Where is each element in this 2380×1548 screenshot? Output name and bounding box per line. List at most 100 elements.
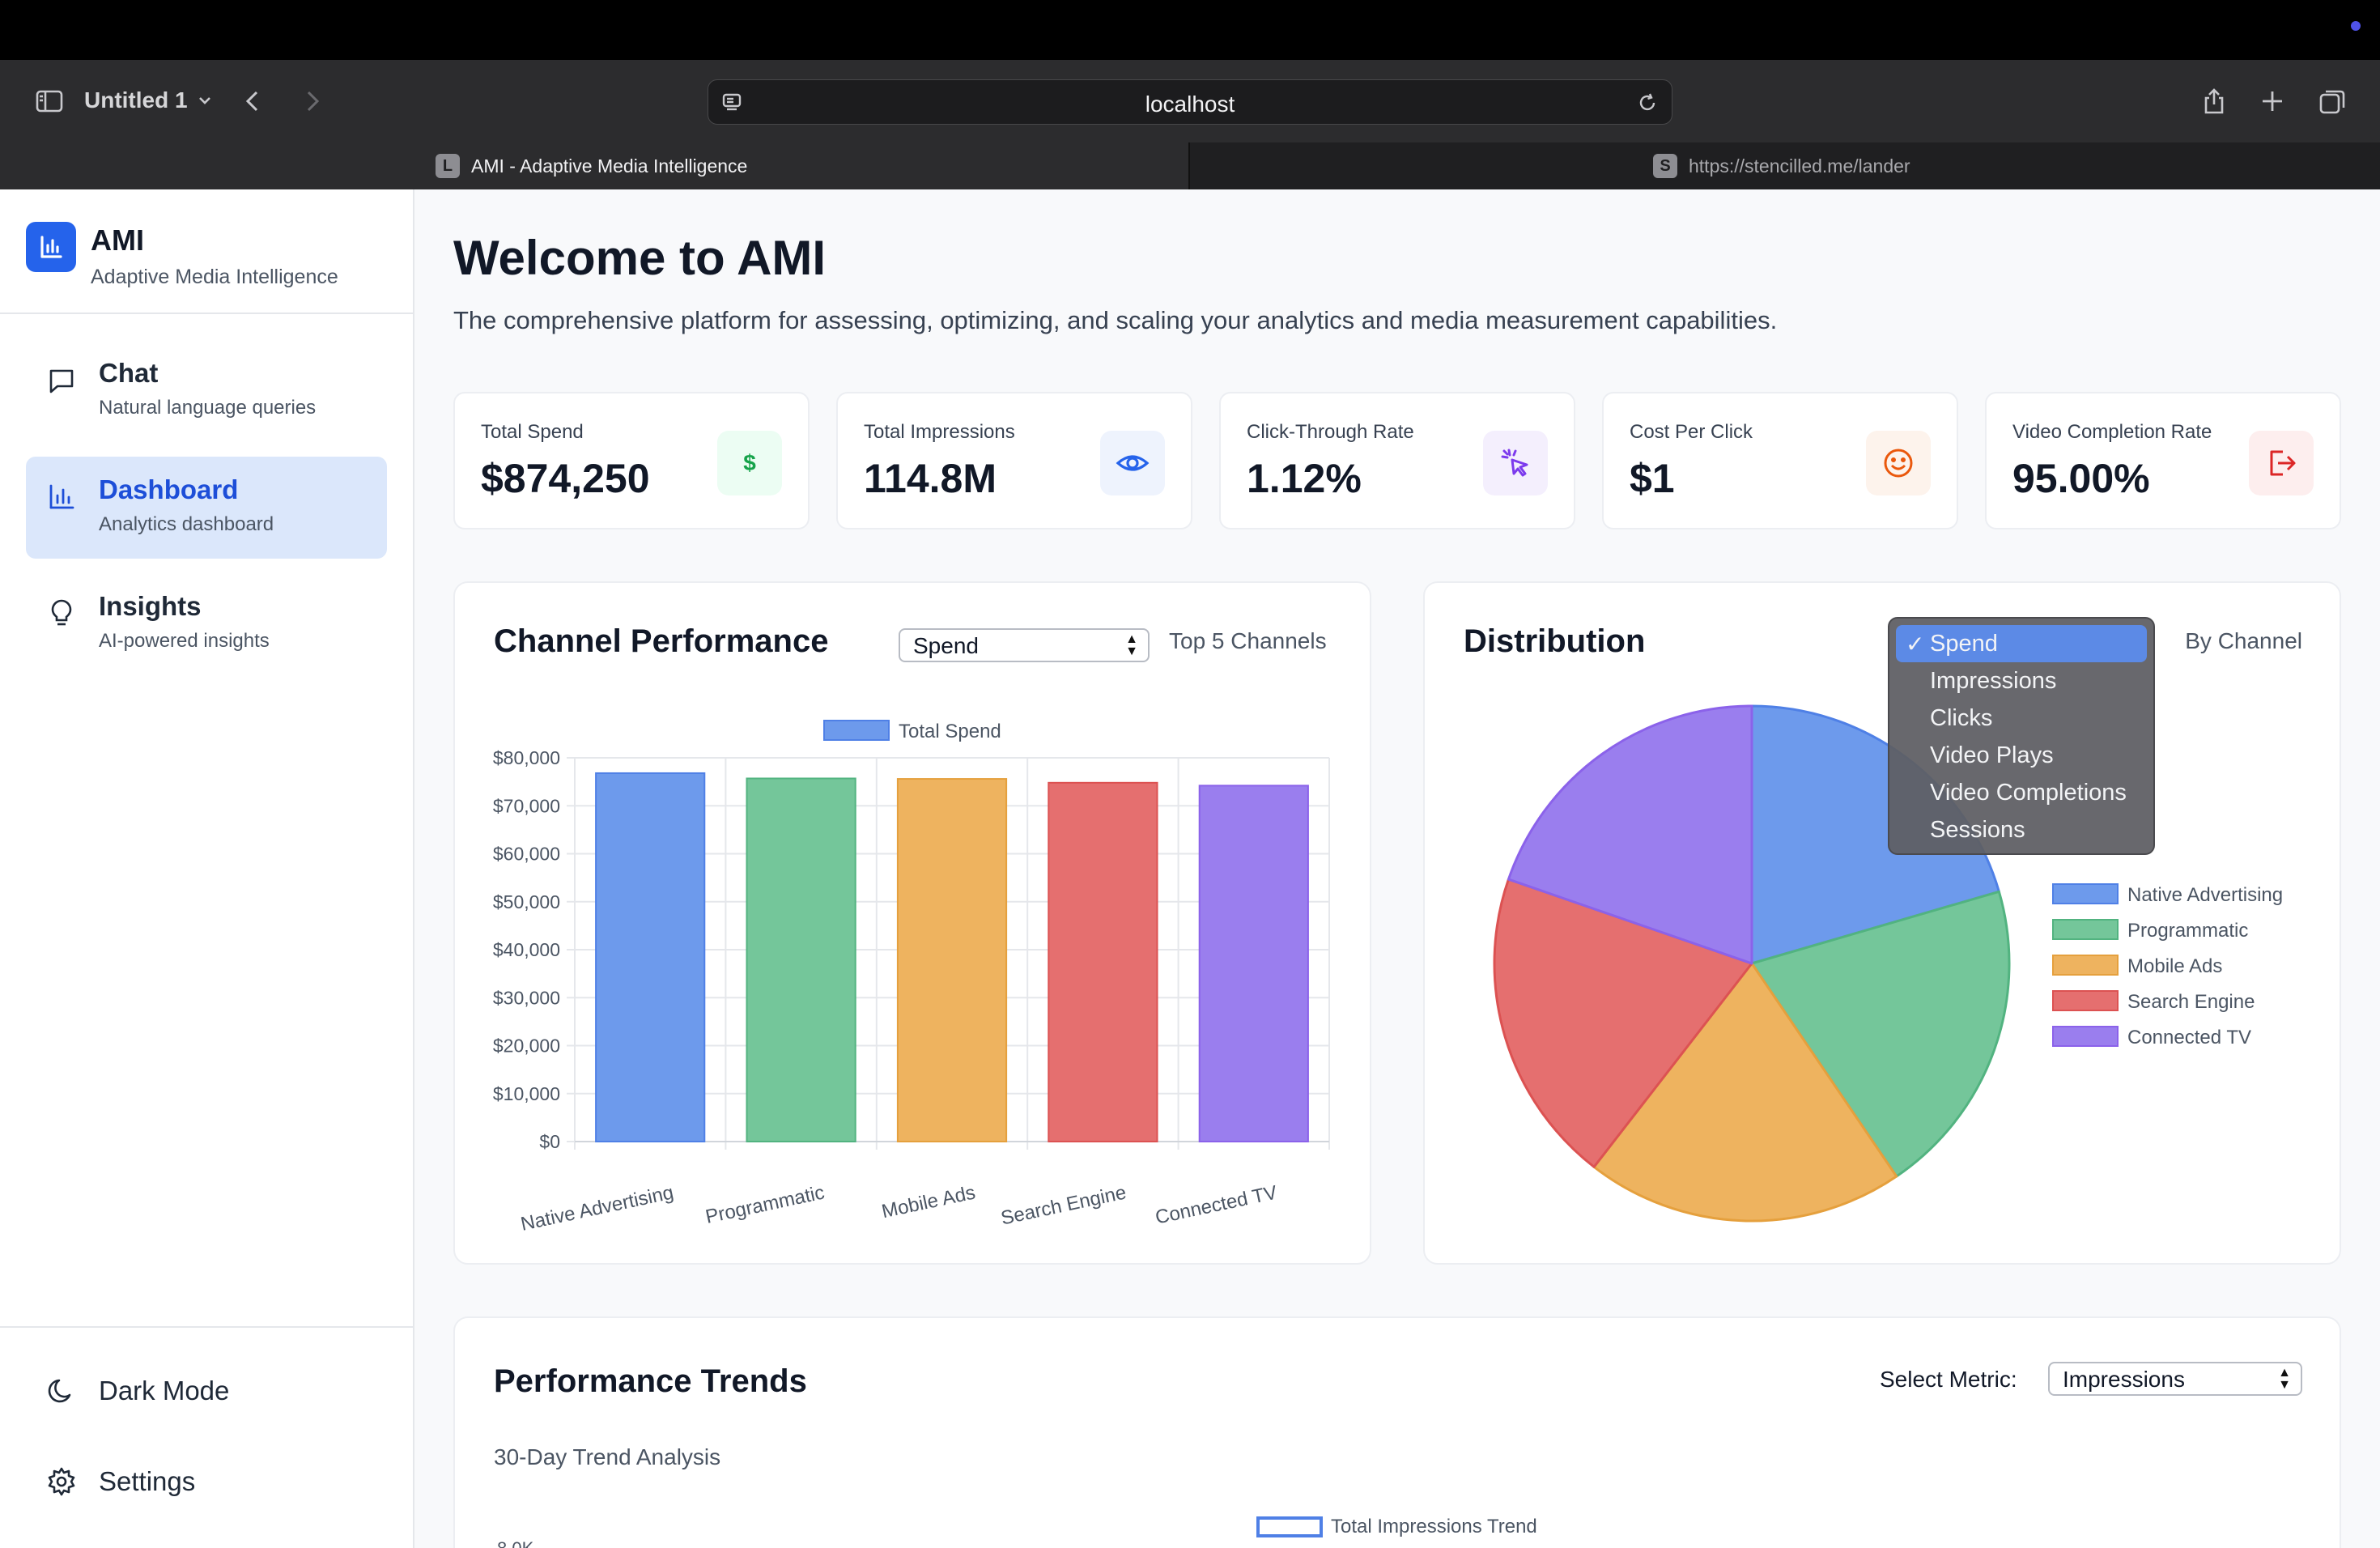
new-tab-icon[interactable]	[2254, 83, 2291, 120]
select-arrows-icon: ▲ ▼	[2278, 1366, 2291, 1392]
forward-icon[interactable]	[293, 83, 330, 120]
legend-swatch	[2052, 919, 2119, 940]
tab-label: https://stencilled.me/lander	[1689, 155, 1910, 176]
legend-swatch	[2052, 883, 2119, 904]
kpi-value: 114.8M	[864, 456, 997, 501]
legend-swatch	[823, 720, 890, 741]
pie-slice	[1507, 704, 1753, 965]
bar-chart-icon	[49, 484, 74, 509]
kpi-total-spend: Total Spend $874,250 $	[453, 392, 810, 529]
cursor-click-icon	[1483, 431, 1548, 495]
channel-metric-select[interactable]: Spend ▲ ▼	[899, 628, 1150, 662]
option-label: Video Plays	[1930, 742, 2054, 768]
y-tick-label: $0	[539, 1131, 560, 1152]
legend-swatch	[2052, 955, 2119, 976]
metric-select-label: Select Metric:	[1880, 1367, 2017, 1392]
option-label: Video Completions	[1930, 779, 2127, 806]
distribution-metric-dropdown[interactable]: ✓ Spend Impressions Clicks Video Plays Vi…	[1888, 617, 2155, 855]
dropdown-option-sessions[interactable]: Sessions	[1896, 811, 2147, 848]
card-side-label: Top 5 Channels	[1169, 628, 1327, 653]
tab-favicon: S	[1653, 154, 1677, 178]
x-tick-label: Search Engine	[999, 1181, 1128, 1229]
bar	[1048, 781, 1158, 1142]
dropdown-option-video-completions[interactable]: Video Completions	[1896, 774, 2147, 811]
nav-title: Dashboard	[99, 474, 239, 504]
tab-stencilled[interactable]: S https://stencilled.me/lander	[1190, 142, 2380, 189]
kpi-value: 95.00%	[2012, 456, 2150, 501]
share-icon[interactable]	[2195, 83, 2233, 120]
bar	[1198, 785, 1309, 1143]
tab-favicon: L	[436, 154, 460, 178]
distribution-card: Distribution By Channel Native Advertisi…	[1423, 581, 2341, 1265]
system-menu-bar	[0, 0, 2380, 60]
moon-icon	[48, 1379, 71, 1403]
divider	[0, 313, 414, 314]
dropdown-option-spend[interactable]: ✓ Spend	[1896, 625, 2147, 662]
bar	[746, 777, 856, 1142]
kpi-video-completion-rate: Video Completion Rate 95.00%	[1985, 392, 2341, 529]
dark-mode-toggle[interactable]: Dark Mode	[45, 1375, 229, 1407]
tab-ami[interactable]: L AMI - Adaptive Media Intelligence	[0, 142, 1188, 189]
sidebar-item-dashboard[interactable]: Dashboard Analytics dashboard	[26, 457, 387, 559]
pie-slice	[1750, 890, 2011, 1178]
kpi-cost-per-click: Cost Per Click $1	[1602, 392, 1958, 529]
nav-subtitle: Natural language queries	[99, 397, 317, 419]
address-bar[interactable]: localhost	[708, 79, 1672, 125]
tab-overview-icon[interactable]	[2314, 83, 2351, 120]
chevron-down-icon	[198, 97, 210, 104]
back-icon[interactable]	[235, 83, 272, 120]
gear-icon	[48, 1467, 75, 1496]
y-tick-label: $40,000	[493, 939, 560, 960]
option-label: Spend	[1930, 630, 1998, 657]
x-tick-label: Mobile Ads	[880, 1181, 977, 1223]
brand-subtitle: Adaptive Media Intelligence	[91, 266, 338, 288]
legend-swatch	[1256, 1516, 1323, 1537]
dropdown-option-video-plays[interactable]: Video Plays	[1896, 737, 2147, 774]
reload-icon[interactable]	[1634, 90, 1660, 116]
nav-subtitle: AI-powered insights	[99, 630, 270, 652]
kpi-value: 1.12%	[1247, 456, 1362, 501]
sidebar-item-insights[interactable]: Insights AI-powered insights	[26, 573, 387, 675]
option-label: Clicks	[1930, 704, 1993, 731]
trend-metric-select[interactable]: Impressions ▲ ▼	[2048, 1362, 2302, 1396]
checkmark-icon: ✓	[1906, 632, 1925, 657]
sidebar-toggle-icon[interactable]	[31, 83, 68, 120]
legend-swatch	[2052, 1026, 2119, 1047]
select-value: Spend	[913, 633, 979, 658]
nav-title: Insights	[99, 591, 202, 621]
dark-mode-label: Dark Mode	[99, 1376, 230, 1406]
kpi-label: Click-Through Rate	[1247, 421, 1414, 443]
option-label: Sessions	[1930, 816, 2025, 843]
y-tick-label: $60,000	[493, 844, 560, 865]
lightbulb-icon	[51, 599, 72, 626]
kpi-label: Video Completion Rate	[2012, 421, 2212, 443]
bar-chart: Total Spend $0 $10,000 $20,000 $30,000 $40,00…	[493, 720, 1330, 1235]
nav-title: Chat	[99, 358, 159, 388]
legend-label: Total Spend	[899, 721, 1001, 742]
kpi-label: Total Impressions	[864, 421, 1015, 443]
y-tick-label: $50,000	[493, 891, 560, 912]
status-dot	[2351, 21, 2361, 31]
y-tick-label: $20,000	[493, 1036, 560, 1057]
pie-chart: Native Advertising Programmatic Mobile Ads…	[1493, 704, 2283, 1223]
dropdown-option-clicks[interactable]: Clicks	[1896, 700, 2147, 737]
x-tick-label: Connected TV	[1154, 1181, 1279, 1228]
sidebar-item-chat[interactable]: Chat Natural language queries	[26, 340, 387, 442]
smile-icon	[1866, 431, 1931, 495]
window-title[interactable]: Untitled 1	[84, 87, 214, 113]
legend-label: Programmatic	[2127, 920, 2248, 942]
settings-button[interactable]: Settings	[45, 1465, 195, 1498]
bar	[896, 778, 1008, 1142]
page-settings-icon[interactable]	[720, 90, 746, 116]
select-arrows-icon: ▲ ▼	[1125, 632, 1138, 658]
tab-label: AMI - Adaptive Media Intelligence	[471, 155, 748, 176]
option-label: Impressions	[1930, 667, 2057, 694]
exit-icon	[2249, 431, 2314, 495]
kpi-value: $1	[1630, 456, 1675, 501]
brand: AMI Adaptive Media Intelligence	[26, 222, 338, 289]
pie-slice	[1493, 878, 1753, 1168]
trend-subtitle: 30-Day Trend Analysis	[494, 1444, 721, 1469]
dropdown-option-impressions[interactable]: Impressions	[1896, 662, 2147, 700]
legend-label: Connected TV	[2127, 1027, 2251, 1048]
window-title-text: Untitled 1	[84, 87, 188, 113]
